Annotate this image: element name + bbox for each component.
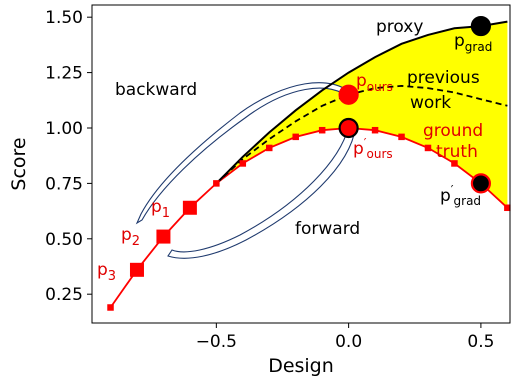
data-point-pprime_grad [470, 173, 491, 194]
label-p-grad-prime-prime: ′ [451, 183, 454, 197]
data-point-ground-truth [504, 204, 511, 212]
data-point-ground-truth [266, 144, 273, 152]
forward-arrow [167, 119, 357, 259]
label-p-grad-prime: p′grad [440, 183, 481, 208]
label-previous: previous [407, 68, 480, 88]
label-p-grad-sub: grad [465, 40, 493, 54]
label-p2: p2 [121, 225, 140, 249]
series-line-ground-truth [109, 127, 509, 309]
label-p1-sub: 1 [162, 206, 170, 221]
y-tick-label: 1.25 [45, 64, 83, 84]
data-point-ground-truth [451, 160, 458, 167]
label-p3-p: p [97, 260, 108, 280]
y-tick-label: 0.25 [45, 285, 83, 305]
yellow-fill-region [216, 21, 508, 208]
data-point-ground-truth [292, 133, 299, 141]
label-p-ours-p: p [356, 71, 367, 91]
label-p-ours-prime-sub: ours [367, 147, 393, 161]
axes [87, 4, 511, 328]
label-ground: ground [423, 121, 483, 141]
label-p2-p: p [121, 225, 132, 245]
series-line-proxy [215, 20, 508, 185]
label-p-grad-prime-sub: grad [454, 194, 482, 208]
label-p1: p1 [151, 197, 170, 221]
tick-labels: −0.5 0.0 0.5 0.25 0.50 0.75 1.00 1.25 1.50 Design… [8, 8, 494, 377]
highlight-points [338, 15, 491, 194]
label-work: work [410, 93, 451, 113]
y-tick-label: 0.75 [45, 174, 83, 194]
data-point-p2 [156, 229, 171, 244]
label-p3-sub: 3 [108, 269, 116, 284]
label-p-grad-p: p [454, 31, 465, 51]
label-forward: forward [295, 219, 360, 239]
label-p-grad: pgrad [454, 31, 492, 54]
label-p-ours-prime-prime: ′ [364, 136, 367, 150]
x-axis-title: Design [268, 355, 334, 377]
data-point-ground-truth [239, 160, 247, 167]
data-point-ground-truth [424, 144, 432, 152]
data-point-ground-truth [213, 180, 220, 187]
backward-arrow [135, 82, 355, 225]
label-p2-sub: 2 [132, 234, 140, 249]
data-point-p_grad [470, 15, 491, 37]
y-tick-label: 1.00 [45, 119, 83, 139]
label-truth: truth [436, 142, 478, 162]
label-backward: backward [115, 80, 197, 100]
label-p1-p: p [151, 197, 162, 217]
data-point-p1 [182, 200, 197, 215]
label-p-grad-prime-p: p [440, 186, 451, 206]
series-line-previous-work [215, 84, 508, 185]
data-point-pprime_ours [338, 117, 359, 139]
x-tick-label: 0.0 [335, 332, 362, 352]
data-point-p3 [129, 262, 144, 277]
series-lines [109, 20, 509, 309]
label-p-ours-prime: p′ours [353, 136, 393, 161]
y-tick-label: 1.50 [45, 8, 83, 28]
y-axis-title: Score [8, 137, 30, 190]
data-point-ground-truth [107, 304, 114, 311]
label-p-ours: pours [356, 71, 393, 94]
data-point-ground-truth [371, 126, 379, 134]
label-proxy: proxy [376, 17, 423, 37]
x-tick-label: −0.5 [196, 332, 237, 352]
plot-frame [91, 4, 511, 324]
data-point-ground-truth [318, 126, 326, 134]
label-p-ours-sub: ours [367, 80, 393, 94]
data-point-p_ours [338, 84, 359, 105]
x-tick-label: 0.5 [467, 332, 494, 352]
data-point-ground-truth [398, 133, 405, 141]
between-curves-fill [216, 21, 508, 208]
loop-arrows [135, 82, 357, 259]
label-p-ours-prime-p: p [353, 139, 364, 159]
y-tick-label: 0.50 [45, 230, 83, 250]
label-p3: p3 [97, 260, 116, 284]
